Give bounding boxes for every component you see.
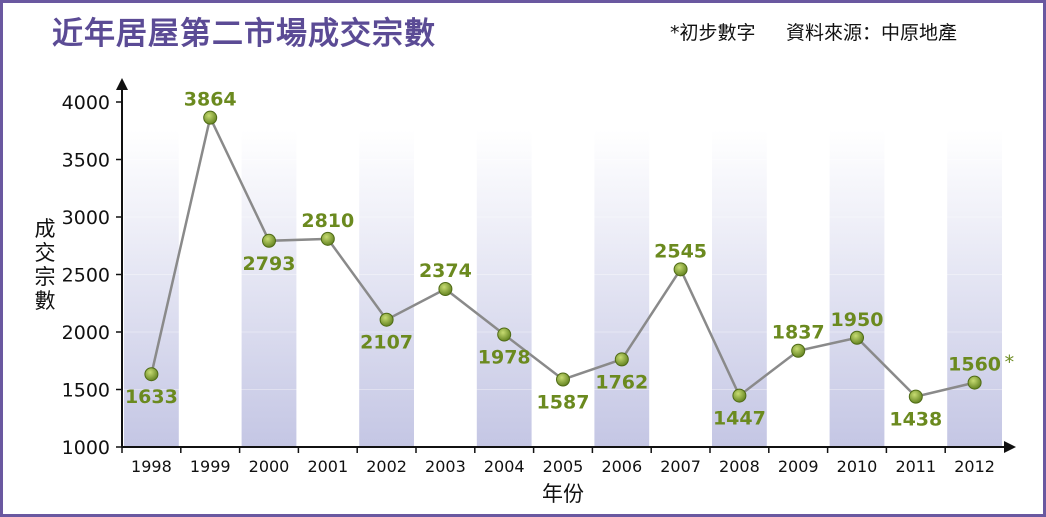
y-tick-label: 1500 [62, 380, 110, 402]
data-point [967, 375, 982, 390]
data-label: 3864 [184, 89, 237, 111]
y-tick-label: 1000 [62, 437, 110, 459]
x-tick-label: 2002 [366, 457, 407, 476]
x-tick-label: 1999 [190, 457, 231, 476]
data-label: 1560 [948, 354, 1001, 376]
x-tick-label: 2011 [895, 457, 936, 476]
data-label: 2374 [419, 260, 472, 282]
preliminary-asterisk: * [1005, 352, 1015, 374]
data-label: 2545 [654, 240, 707, 262]
y-axis-label: 成交宗數 [34, 217, 56, 313]
x-axis-arrow [1004, 441, 1016, 453]
data-label: 1978 [478, 347, 531, 369]
x-tick-label: 2004 [484, 457, 525, 476]
data-label: 1950 [831, 309, 884, 331]
data-label: 2810 [301, 210, 354, 232]
chart-title: 近年居屋第二市場成交宗數 [52, 16, 436, 52]
data-point [556, 372, 570, 387]
x-tick-label: 2012 [954, 457, 995, 476]
data-point [791, 343, 806, 358]
y-tick-label: 3500 [62, 150, 110, 172]
data-label: 1587 [537, 391, 590, 413]
data-source: 資料來源：中原地產 [786, 22, 958, 44]
data-point [262, 233, 276, 248]
data-point [203, 110, 218, 125]
x-tick-label: 2001 [307, 457, 348, 476]
y-axis-arrow [116, 78, 128, 90]
column-band [359, 130, 414, 447]
data-point [850, 330, 864, 345]
x-tick-label: 2008 [719, 457, 760, 476]
x-tick-label: 2010 [837, 457, 878, 476]
data-label: 1762 [595, 371, 648, 393]
x-tick-label: 2003 [425, 457, 466, 476]
data-point [497, 327, 512, 342]
x-tick-label: 2000 [249, 457, 290, 476]
column-band [476, 130, 532, 447]
x-tick-label: 2009 [778, 457, 819, 476]
y-tick-label: 3000 [62, 207, 110, 229]
data-point [379, 312, 394, 327]
data-point [908, 389, 923, 404]
column-band [241, 130, 297, 447]
y-tick-label: 4000 [62, 92, 110, 114]
data-label: 1633 [125, 386, 178, 408]
data-label: 1837 [772, 322, 825, 344]
data-label: 1447 [713, 408, 766, 430]
y-tick-label: 2000 [62, 322, 110, 344]
column-band [829, 130, 885, 447]
column-band [947, 130, 1002, 447]
preliminary-note: *初步數字 [670, 22, 756, 44]
y-tick-label: 2500 [62, 265, 110, 287]
x-tick-label: 1998 [131, 457, 172, 476]
x-axis-label: 年份 [542, 482, 584, 506]
data-point [614, 352, 629, 367]
data-label: 1438 [889, 409, 942, 431]
column-band [594, 130, 650, 447]
x-tick-label: 2005 [543, 457, 584, 476]
data-label: 2107 [360, 332, 413, 354]
data-point [320, 231, 335, 246]
x-tick-label: 2006 [601, 457, 642, 476]
data-label: 2793 [243, 253, 296, 275]
x-tick-label: 2007 [660, 457, 701, 476]
data-point [673, 262, 688, 277]
column-band [124, 130, 179, 447]
data-point [144, 367, 159, 382]
data-point [732, 388, 747, 403]
data-point [438, 281, 453, 296]
